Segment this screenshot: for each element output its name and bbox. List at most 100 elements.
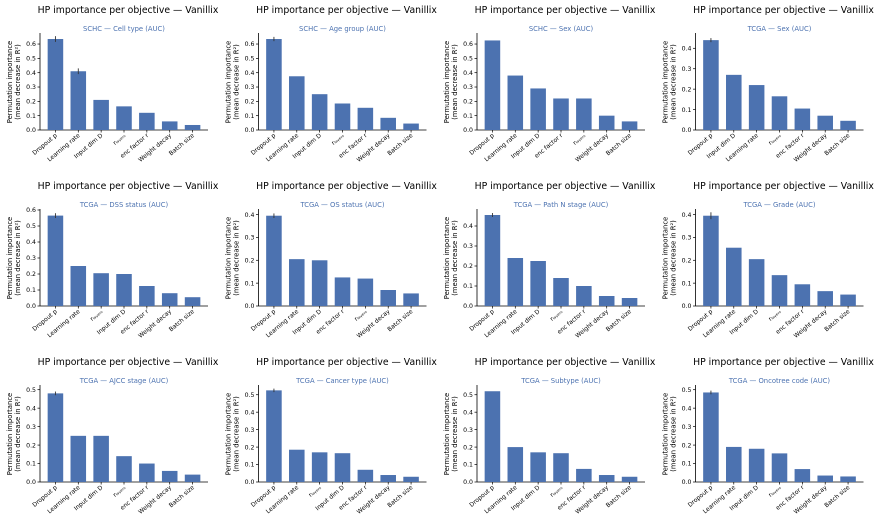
- chart-subtitle: SCHC — Cell type (AUC): [83, 25, 165, 33]
- bar: [840, 294, 856, 306]
- chart-title: HP importance per objective — Vanillix: [38, 5, 219, 16]
- y-tick-label: 0.1: [682, 107, 692, 114]
- y-tick-label: 0.1: [682, 461, 692, 468]
- bar: [161, 121, 178, 130]
- y-tick-label: 0.1: [682, 280, 692, 287]
- y-tick-label: 0.2: [26, 271, 36, 278]
- chart-title: HP importance per objective — Vanillix: [693, 5, 874, 16]
- bar: [266, 39, 282, 131]
- y-tick-label: 0.2: [682, 442, 692, 449]
- chart-panel: HP importance per objective — Vanillix SC…: [6, 5, 219, 164]
- y-axis-label-2: (mean decrease in R²): [451, 220, 459, 296]
- chart-panel: HP importance per objective — Vanillix TC…: [662, 181, 874, 340]
- y-tick-label: 0.1: [245, 113, 255, 120]
- y-tick-label: 0.3: [682, 66, 692, 73]
- bar: [139, 286, 155, 306]
- x-tick-label: Batch size: [605, 132, 633, 157]
- y-tick-label: 0.3: [26, 84, 36, 91]
- y-axis-label: Permutation importance: [662, 41, 670, 124]
- y-axis-label-2: (mean decrease in R²): [233, 396, 241, 472]
- bar: [357, 278, 374, 306]
- bar: [507, 447, 524, 482]
- y-tick-label: 0.4: [26, 239, 36, 246]
- y-tick-label: 0.4: [26, 70, 36, 77]
- y-tick-label: 0.4: [245, 70, 255, 77]
- bar: [507, 75, 524, 130]
- bar: [748, 259, 765, 306]
- chart-subtitle: TCGA — Cancer type (AUC): [295, 377, 389, 385]
- y-tick-label: 0.4: [463, 409, 473, 416]
- y-tick-label: 0.5: [463, 56, 473, 63]
- bar: [93, 99, 109, 130]
- bar: [116, 106, 132, 130]
- bar: [357, 469, 374, 482]
- chart-title: HP importance per objective — Vanillix: [475, 181, 656, 192]
- y-tick-label: 0.6: [245, 41, 255, 48]
- x-tick-label: rₗₐᵧₑᵣₛ: [767, 484, 782, 499]
- bar: [598, 296, 615, 306]
- bar: [116, 274, 132, 306]
- y-tick-label: 0.1: [463, 113, 473, 120]
- y-tick-label: 0.2: [245, 99, 255, 106]
- chart-panel: HP importance per objective — Vanillix TC…: [662, 5, 874, 164]
- y-axis-label: Permutation importance: [6, 217, 14, 300]
- chart-title: HP importance per objective — Vanillix: [693, 357, 874, 368]
- y-tick-label: 0.3: [245, 427, 255, 434]
- y-tick-label: 0.3: [463, 84, 473, 91]
- y-tick-label: 0.3: [682, 235, 692, 242]
- bar: [621, 298, 638, 306]
- y-tick-label: 0.0: [682, 303, 692, 310]
- y-tick-label: 0.4: [245, 212, 255, 219]
- chart-panel: HP importance per objective — Vanillix TC…: [443, 357, 656, 516]
- bar: [266, 215, 282, 306]
- bar: [703, 40, 719, 131]
- bar: [817, 291, 833, 306]
- x-tick-label: rₗₐᵧₑᵣₛ: [112, 484, 127, 499]
- x-tick-label: Batch size: [168, 132, 196, 157]
- bar: [771, 96, 788, 130]
- chart-title: HP importance per objective — Vanillix: [256, 181, 437, 192]
- bar: [484, 215, 501, 306]
- chart-subtitle: TCGA — Sex (AUC): [747, 25, 812, 33]
- chart-panel: HP importance per objective — Vanillix TC…: [225, 357, 438, 516]
- y-tick-label: 0.0: [682, 479, 692, 486]
- x-tick-label: Batch size: [168, 308, 196, 333]
- y-tick-label: 0.5: [463, 392, 473, 399]
- chart-subtitle: TCGA — Path N stage (AUC): [513, 201, 609, 209]
- y-axis-label: Permutation importance: [662, 217, 670, 300]
- bar: [771, 275, 788, 306]
- bar: [553, 98, 569, 130]
- y-tick-label: 0.3: [245, 235, 255, 242]
- y-axis-label-2: (mean decrease in R²): [14, 220, 22, 296]
- bar: [380, 290, 396, 306]
- bar: [403, 293, 419, 306]
- bar: [748, 448, 765, 482]
- y-tick-label: 0.5: [26, 223, 36, 230]
- bar: [576, 98, 592, 130]
- bar: [93, 273, 109, 306]
- y-tick-label: 0.5: [26, 387, 36, 394]
- y-tick-label: 0.2: [463, 99, 473, 106]
- chart-title: HP importance per objective — Vanillix: [38, 357, 219, 368]
- bar: [93, 435, 109, 482]
- x-tick-label: Batch size: [386, 132, 414, 157]
- x-tick-label: rₗₐᵧₑᵣₛ: [330, 132, 345, 147]
- y-axis-label-2: (mean decrease in R²): [14, 396, 22, 472]
- bar: [726, 446, 742, 482]
- y-tick-label: 0.4: [682, 45, 692, 52]
- y-tick-label: 0.1: [463, 462, 473, 469]
- x-tick-label: Batch size: [605, 484, 633, 509]
- y-tick-label: 0.1: [26, 113, 36, 120]
- bar: [703, 392, 719, 482]
- y-tick-label: 0.1: [26, 287, 36, 294]
- bar: [794, 469, 811, 482]
- x-tick-label: rₗₐᵧₑᵣₛ: [353, 308, 368, 323]
- y-tick-label: 0.3: [245, 84, 255, 91]
- chart-panel: HP importance per objective — Vanillix SC…: [443, 5, 656, 164]
- bar: [47, 39, 64, 131]
- y-axis-label: Permutation importance: [662, 393, 670, 476]
- bar: [334, 453, 351, 482]
- bar: [530, 452, 546, 482]
- y-tick-label: 0.1: [26, 461, 36, 468]
- bar: [840, 476, 856, 482]
